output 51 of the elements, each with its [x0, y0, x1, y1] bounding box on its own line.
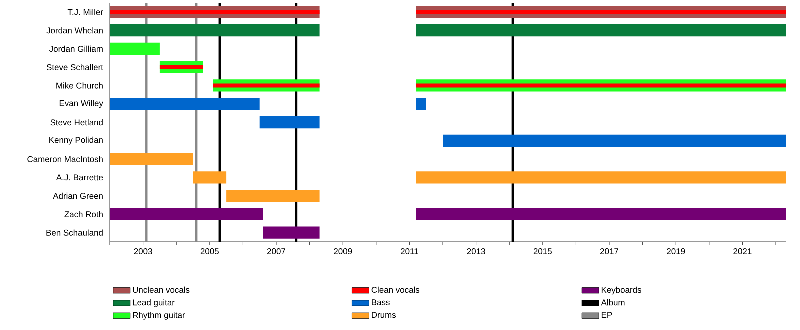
x-tick-label: 2015: [534, 248, 552, 255]
bar: [110, 42, 160, 56]
y-tick-label: Ben Schauland: [46, 230, 103, 236]
bar: [110, 208, 264, 220]
x-tick-label: 2019: [667, 248, 686, 255]
x-tick-label: 2013: [467, 248, 486, 255]
legend-label: Bass: [372, 300, 390, 306]
bar: [416, 10, 786, 14]
x-tick-label: 2005: [200, 248, 219, 255]
bar: [110, 153, 194, 166]
x-tick-label: 2011: [401, 248, 418, 255]
legend-label: Keyboards: [602, 286, 642, 295]
legend-label: Unclean vocals: [133, 286, 190, 294]
bar: [110, 98, 260, 110]
bar: [213, 84, 320, 88]
bar: [110, 10, 320, 14]
bar: [263, 226, 320, 239]
legend-label: Lead guitar: [133, 299, 175, 308]
x-tick-label: 2009: [334, 248, 352, 255]
y-tick-label: Cameron MacIntosh: [28, 156, 103, 162]
y-tick-label: Kenny Polidan: [50, 136, 103, 145]
bar: [193, 172, 227, 184]
y-tick-label: Zach Roth: [64, 211, 103, 218]
x-tick-label: 2021: [734, 248, 752, 255]
bar: [416, 98, 426, 110]
bar: [260, 116, 320, 129]
x-tick-label: 2003: [134, 248, 152, 255]
bar: [416, 84, 786, 88]
y-tick-label: A.J. Barrette: [56, 174, 104, 181]
y-tick-label: Jordan Gilliam: [49, 46, 103, 52]
y-tick-label: Adrian Green: [53, 192, 103, 200]
bar: [226, 190, 320, 202]
bar: [443, 134, 786, 147]
legend-label: Rhythm guitar: [133, 312, 186, 320]
bar: [416, 24, 786, 37]
bar: [160, 65, 204, 70]
legend-label: Clean vocals: [372, 286, 420, 294]
x-tick-label: 2007: [268, 248, 286, 255]
y-tick-label: Jordan Whelan: [46, 27, 103, 34]
y-tick-label: T.J. Miller: [68, 9, 104, 16]
legend-label: Album: [601, 299, 625, 306]
bar: [416, 208, 786, 220]
y-tick-label: Mike Church: [56, 82, 103, 89]
y-tick-label: Steve Hetland: [50, 119, 103, 126]
x-tick-label: 2017: [600, 248, 618, 255]
y-tick-label: Steve Schallert: [46, 64, 104, 70]
y-tick-label: Evan Willey: [60, 100, 104, 108]
legend-label: Drums: [372, 312, 396, 318]
bar: [416, 172, 786, 184]
legend-label: EP: [602, 312, 612, 318]
bar: [110, 24, 320, 37]
